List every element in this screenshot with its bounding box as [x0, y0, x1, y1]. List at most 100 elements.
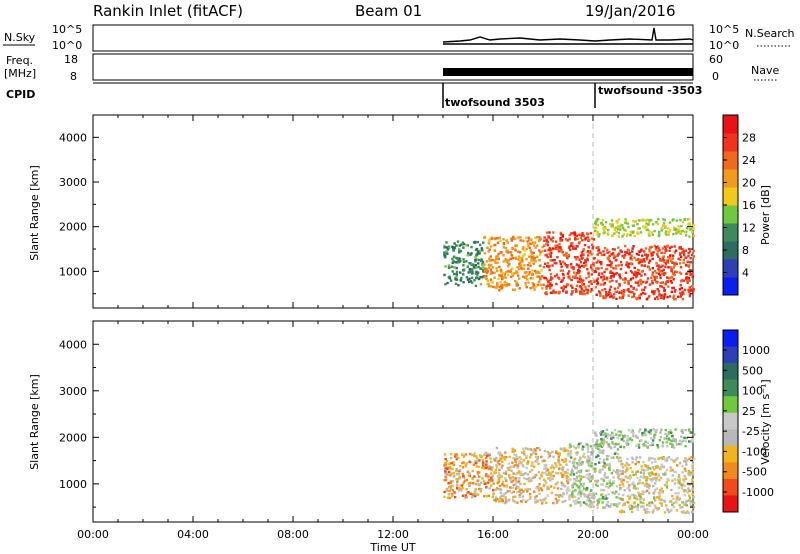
data-cell — [622, 278, 625, 281]
data-cell — [595, 261, 598, 264]
data-cell — [659, 257, 662, 261]
data-cell — [574, 482, 577, 486]
data-cell — [570, 293, 573, 296]
data-cell — [562, 289, 565, 293]
data-cell — [476, 276, 479, 280]
data-cell — [469, 492, 472, 495]
data-cell — [504, 496, 507, 499]
data-cell — [616, 469, 620, 473]
data-cell — [660, 504, 663, 507]
data-cell — [448, 486, 451, 489]
data-cell — [664, 225, 667, 228]
data-cell — [566, 486, 570, 490]
data-cell — [522, 498, 525, 502]
data-cell — [455, 273, 459, 276]
data-cell — [525, 285, 528, 289]
data-cell — [520, 500, 523, 503]
data-cell — [534, 474, 537, 477]
data-cell — [466, 265, 469, 268]
data-cell — [555, 282, 558, 286]
data-cell — [616, 221, 619, 224]
data-cell — [660, 463, 663, 466]
data-cell — [590, 451, 594, 454]
data-cell — [644, 429, 647, 432]
data-cell — [587, 459, 590, 463]
data-cell — [653, 297, 657, 300]
data-cell — [630, 285, 633, 288]
data-cell — [508, 455, 511, 459]
data-cell — [643, 469, 646, 472]
data-cell — [607, 229, 610, 232]
data-cell — [459, 464, 462, 468]
data-cell — [443, 244, 446, 248]
data-cell — [622, 439, 625, 443]
data-cell — [549, 479, 552, 482]
data-cell — [447, 246, 451, 250]
data-cell — [507, 499, 511, 502]
data-cell — [574, 447, 577, 450]
data-cell — [452, 472, 455, 475]
data-cell — [487, 263, 491, 267]
data-cell — [655, 479, 658, 482]
data-cell — [512, 472, 515, 475]
data-cell — [675, 230, 678, 233]
data-cell — [624, 221, 627, 225]
data-cell — [495, 256, 498, 259]
data-cell — [618, 460, 621, 463]
x-tick-label: 00:00 — [77, 528, 109, 541]
data-cell — [507, 283, 511, 286]
data-cell — [685, 504, 688, 507]
data-cell — [460, 489, 463, 492]
data-cell — [648, 230, 651, 233]
data-cell — [602, 296, 605, 300]
data-cell — [576, 280, 580, 283]
data-cell — [561, 458, 564, 462]
data-cell — [660, 285, 664, 288]
data-cell — [643, 273, 647, 276]
data-cell — [489, 255, 492, 258]
data-cell — [562, 460, 566, 464]
data-cell — [517, 471, 520, 475]
data-cell — [650, 437, 653, 440]
data-cell — [498, 488, 501, 491]
data-cell — [532, 465, 536, 468]
data-cell — [489, 278, 493, 281]
data-cell — [548, 454, 552, 458]
data-cell — [571, 275, 575, 278]
data-cell — [642, 288, 646, 291]
data-cell — [624, 244, 627, 248]
data-cell — [546, 278, 549, 281]
data-cell — [552, 467, 556, 470]
data-cell — [688, 268, 692, 272]
data-cell — [561, 475, 564, 478]
freq-tick-high: 18 — [64, 53, 78, 66]
data-cell — [623, 489, 626, 492]
data-cell — [688, 235, 691, 238]
data-cell — [653, 496, 656, 499]
data-cell — [538, 448, 542, 452]
data-cell — [589, 463, 592, 466]
data-cell — [594, 463, 597, 466]
data-cell — [671, 286, 674, 290]
data-cell — [619, 469, 622, 473]
data-cell — [639, 231, 643, 234]
data-cell — [618, 501, 621, 505]
data-cell — [577, 233, 581, 236]
data-cell — [573, 457, 577, 460]
data-cell — [594, 467, 597, 470]
data-cell — [451, 467, 454, 471]
data-cell — [517, 255, 521, 258]
data-cell — [643, 508, 647, 512]
data-cell — [669, 429, 672, 432]
y-tick-label: 3000 — [59, 385, 87, 398]
data-cell — [519, 473, 522, 477]
data-cell — [633, 256, 636, 259]
data-cell — [607, 256, 610, 259]
data-cell — [519, 251, 522, 254]
data-cell — [653, 244, 656, 248]
data-cell — [451, 479, 454, 483]
data-cell — [678, 247, 681, 250]
data-cell — [582, 289, 586, 292]
data-cell — [665, 434, 669, 438]
data-cell — [525, 454, 528, 458]
